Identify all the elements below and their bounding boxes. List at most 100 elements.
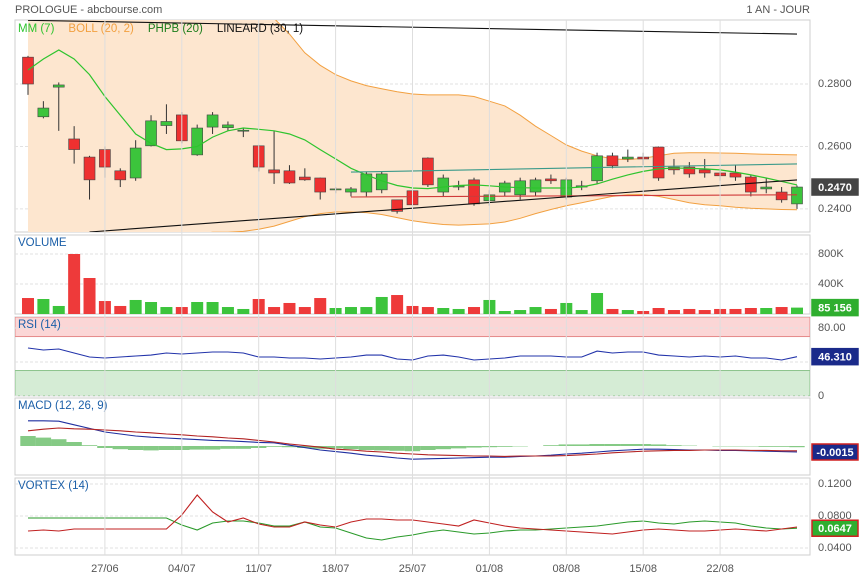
histogram-bar bbox=[573, 444, 590, 446]
volume-bar bbox=[129, 299, 142, 314]
candle-body bbox=[160, 121, 173, 126]
candle-body bbox=[37, 107, 50, 118]
legend-entry: BOLL (20, 2) bbox=[68, 23, 134, 35]
candle-body bbox=[529, 179, 542, 193]
panel-title: VOLUME bbox=[18, 237, 67, 249]
volume-bar bbox=[114, 305, 127, 314]
x-tick-label: 18/07 bbox=[322, 563, 350, 575]
legend-entry: PHPB (20) bbox=[148, 23, 203, 35]
candle-body bbox=[114, 170, 127, 181]
volume-bar bbox=[421, 307, 434, 314]
volume-bar bbox=[206, 302, 219, 314]
candle-body bbox=[299, 176, 311, 181]
histogram-bar bbox=[66, 442, 82, 446]
candle-body bbox=[745, 176, 757, 193]
histogram-bar bbox=[650, 444, 667, 446]
volume-bar bbox=[391, 295, 404, 314]
panel-title: VORTEX (14) bbox=[18, 480, 89, 492]
panel-title: RSI (14) bbox=[18, 319, 61, 331]
volume-bar bbox=[683, 308, 696, 314]
histogram-bar bbox=[51, 439, 67, 446]
histogram-bar bbox=[758, 446, 774, 447]
y-tick-label: 0.2600 bbox=[818, 140, 852, 152]
candle-body bbox=[22, 56, 34, 85]
last-value-box bbox=[811, 519, 859, 537]
x-tick-label: 01/08 bbox=[476, 563, 504, 575]
histogram-bar bbox=[497, 446, 513, 447]
volume-bar bbox=[221, 307, 234, 314]
last-value-label: 0.2470 bbox=[818, 182, 852, 194]
candle-body bbox=[129, 147, 142, 179]
candle-body bbox=[391, 199, 403, 212]
volume-bar bbox=[237, 308, 250, 314]
volume-bar bbox=[514, 310, 527, 314]
histogram-bar bbox=[589, 444, 605, 446]
histogram-bar bbox=[143, 446, 159, 451]
histogram-bar bbox=[220, 446, 236, 449]
histogram-bar bbox=[112, 446, 128, 450]
y-tick-label: 0.2400 bbox=[818, 203, 852, 215]
legend-entry: MM (7) bbox=[18, 23, 55, 35]
candle-body bbox=[191, 127, 203, 156]
legend-entry: LINEARD (30, 1) bbox=[217, 23, 303, 35]
candle-body bbox=[545, 178, 557, 182]
histogram-bar bbox=[281, 446, 298, 448]
histogram-bar bbox=[374, 446, 390, 451]
volume-bar bbox=[621, 310, 634, 314]
y-tick-label: 400K bbox=[818, 278, 844, 290]
trend-line bbox=[350, 163, 798, 173]
candle-body bbox=[606, 155, 619, 167]
candle-body bbox=[791, 186, 803, 205]
histogram-bar bbox=[204, 446, 221, 450]
volume-bar bbox=[529, 307, 542, 314]
volume-bar bbox=[344, 307, 357, 314]
histogram-bar bbox=[466, 446, 482, 448]
histogram-bar bbox=[604, 444, 621, 446]
candle-body bbox=[145, 120, 157, 147]
volume-bar bbox=[775, 307, 788, 314]
volume-bar bbox=[191, 302, 204, 314]
period: 1 AN - JOUR bbox=[746, 4, 810, 16]
candle-body bbox=[591, 155, 603, 182]
volume-bar bbox=[667, 310, 680, 314]
volume-bar bbox=[298, 307, 311, 314]
histogram-bar bbox=[189, 446, 205, 450]
volume-bar bbox=[83, 278, 96, 314]
volume-bar bbox=[498, 311, 511, 314]
histogram-bar bbox=[620, 444, 636, 446]
trend-line bbox=[89, 179, 798, 232]
x-tick-label: 08/08 bbox=[553, 563, 581, 575]
volume-bar bbox=[575, 310, 588, 314]
histogram-bar bbox=[158, 446, 175, 450]
volume-bar bbox=[744, 308, 757, 314]
volume-bar bbox=[791, 307, 803, 314]
volume-bar bbox=[145, 302, 158, 314]
histogram-bar bbox=[235, 446, 252, 449]
histogram-bar bbox=[297, 446, 313, 448]
last-value-label: 46.310 bbox=[818, 352, 852, 364]
histogram-bar bbox=[420, 446, 436, 450]
volume-bar bbox=[268, 307, 281, 314]
histogram-bar bbox=[20, 436, 36, 446]
y-tick-label: 800K bbox=[818, 248, 844, 260]
x-tick-label: 15/08 bbox=[629, 563, 657, 575]
candle-body bbox=[468, 179, 480, 205]
volume-bar bbox=[160, 307, 173, 314]
histogram-bar bbox=[450, 446, 467, 449]
histogram-bar bbox=[435, 446, 451, 450]
volume-bar bbox=[652, 308, 665, 314]
candle-body bbox=[314, 177, 327, 193]
volume-bar bbox=[606, 308, 619, 314]
volume-bar bbox=[375, 296, 388, 314]
panel-title: MACD (12, 26, 9) bbox=[18, 400, 108, 412]
histogram-bar bbox=[358, 446, 375, 450]
volume-bar bbox=[437, 308, 450, 314]
x-tick-label: 04/07 bbox=[168, 563, 196, 575]
last-value-box bbox=[811, 347, 859, 366]
last-value-box bbox=[811, 298, 859, 317]
volume-bar bbox=[452, 308, 465, 314]
candle-body bbox=[622, 156, 634, 160]
candle-body bbox=[345, 188, 357, 193]
candle-body bbox=[206, 114, 219, 128]
histogram-bar bbox=[35, 437, 52, 446]
